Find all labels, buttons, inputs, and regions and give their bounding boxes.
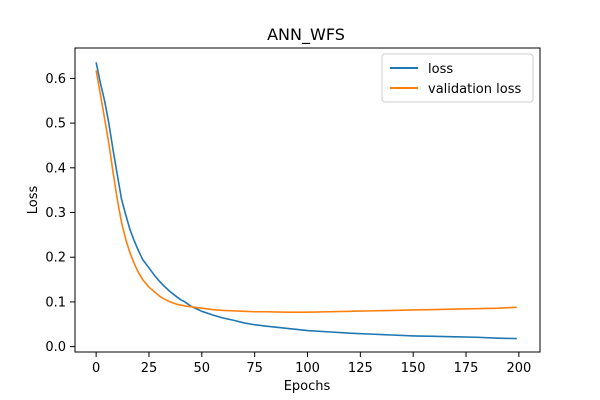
x-axis-label: Epochs <box>284 379 331 394</box>
y-axis-ticks: 0.0 0.1 0.2 0.3 0.4 0.5 0.6 <box>45 72 75 355</box>
x-tick-label: 175 <box>454 361 479 376</box>
y-tick-label: 0.2 <box>45 251 66 266</box>
legend-validation-loss-label: validation loss <box>428 82 521 97</box>
x-axis-ticks: 0 25 50 75 100 125 150 175 200 <box>92 352 531 376</box>
y-tick-label: 0.0 <box>45 340 66 355</box>
y-tick-label: 0.4 <box>45 161 66 176</box>
legend: loss validation loss <box>381 53 534 103</box>
x-tick-label: 75 <box>246 361 263 376</box>
y-tick-label: 0.3 <box>45 206 66 221</box>
x-tick-label: 150 <box>401 361 426 376</box>
series-line-validation-loss <box>95 70 517 314</box>
y-tick-label: 0.1 <box>45 295 66 310</box>
y-tick-label: 0.5 <box>45 117 66 132</box>
x-tick-label: 125 <box>348 361 373 376</box>
y-tick-label: 0.6 <box>45 72 66 87</box>
legend-box <box>381 53 534 103</box>
series-line-loss <box>95 62 517 340</box>
y-axis-label: Loss <box>26 186 41 215</box>
x-tick-label: 0 <box>92 361 100 376</box>
x-tick-label: 25 <box>141 361 158 376</box>
x-tick-label: 200 <box>506 361 531 376</box>
chart-title: ANN_WFS <box>267 25 345 45</box>
x-tick-label: 50 <box>194 361 211 376</box>
x-tick-label: 100 <box>295 361 320 376</box>
legend-loss-label: loss <box>428 62 453 77</box>
series-lines <box>95 62 517 340</box>
